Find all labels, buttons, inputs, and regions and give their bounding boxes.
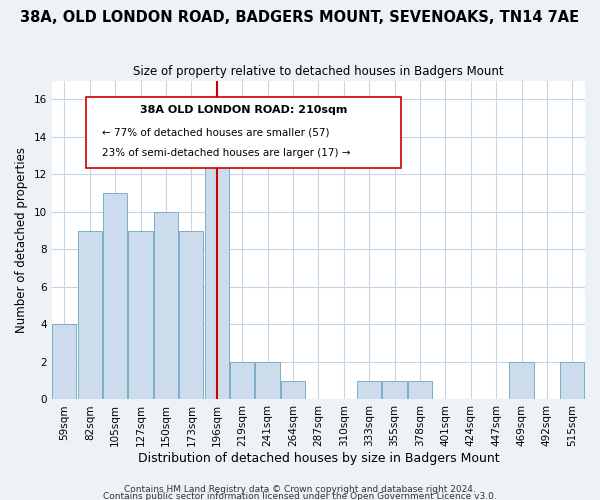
Bar <box>128 230 152 400</box>
Bar <box>382 380 407 400</box>
Text: Contains HM Land Registry data © Crown copyright and database right 2024.: Contains HM Land Registry data © Crown c… <box>124 486 476 494</box>
Bar <box>230 362 254 400</box>
Bar <box>357 380 381 400</box>
Text: Contains public sector information licensed under the Open Government Licence v3: Contains public sector information licen… <box>103 492 497 500</box>
Bar <box>509 362 533 400</box>
Text: 38A OLD LONDON ROAD: 210sqm: 38A OLD LONDON ROAD: 210sqm <box>140 106 347 116</box>
FancyBboxPatch shape <box>86 96 401 168</box>
X-axis label: Distribution of detached houses by size in Badgers Mount: Distribution of detached houses by size … <box>137 452 499 465</box>
Text: ← 77% of detached houses are smaller (57): ← 77% of detached houses are smaller (57… <box>103 128 330 138</box>
Bar <box>52 324 76 400</box>
Bar <box>154 212 178 400</box>
Bar <box>103 193 127 400</box>
Title: Size of property relative to detached houses in Badgers Mount: Size of property relative to detached ho… <box>133 65 503 78</box>
Bar <box>205 156 229 400</box>
Bar <box>179 230 203 400</box>
Bar <box>77 230 102 400</box>
Text: 23% of semi-detached houses are larger (17) →: 23% of semi-detached houses are larger (… <box>103 148 351 158</box>
Bar <box>281 380 305 400</box>
Bar <box>560 362 584 400</box>
Bar <box>408 380 432 400</box>
Text: 38A, OLD LONDON ROAD, BADGERS MOUNT, SEVENOAKS, TN14 7AE: 38A, OLD LONDON ROAD, BADGERS MOUNT, SEV… <box>20 10 580 25</box>
Y-axis label: Number of detached properties: Number of detached properties <box>15 147 28 333</box>
Bar <box>256 362 280 400</box>
